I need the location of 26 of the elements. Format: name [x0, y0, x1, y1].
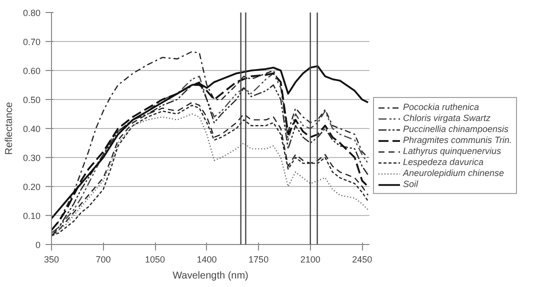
- x-tick-label: 700: [96, 254, 111, 264]
- x-tick-label: 350: [44, 254, 60, 264]
- legend-label: Chloris virgata Swartz: [403, 113, 491, 123]
- y-axis-title: Reflectance: [4, 102, 15, 155]
- y-tick-label: 0: [35, 240, 41, 250]
- legend-label: Lathyrus quinquenervius: [403, 146, 502, 156]
- legend-label: Soil: [403, 179, 420, 189]
- legend-label: Phragmites communis Trin.: [403, 135, 512, 145]
- x-tick-label: 2450: [352, 254, 372, 264]
- legend-label: Lespedeza davurica: [403, 157, 484, 167]
- x-tick-label: 1750: [248, 254, 269, 264]
- y-tick-label: 0.70: [22, 37, 41, 47]
- y-tick-label: 0.60: [22, 66, 41, 76]
- x-tick-label: 1050: [145, 254, 166, 264]
- y-tick-label: 0.10: [22, 211, 41, 221]
- y-tick-label: 0.40: [22, 124, 41, 134]
- x-axis-title: Wavelength (nm): [172, 270, 248, 282]
- y-tick-label: 0.30: [22, 153, 41, 163]
- legend-label: Aneurolepidium chinense: [403, 168, 504, 178]
- legend-label: Puccinellia chinampoensis: [403, 124, 509, 134]
- y-tick-label: 0.80: [22, 8, 41, 18]
- x-tick-label: 1400: [196, 254, 217, 264]
- legend-label: Pocockia ruthenica: [403, 102, 480, 112]
- y-tick-label: 0.20: [22, 182, 41, 192]
- y-tick-label: 0.50: [22, 95, 41, 105]
- x-tick-label: 2100: [300, 254, 320, 264]
